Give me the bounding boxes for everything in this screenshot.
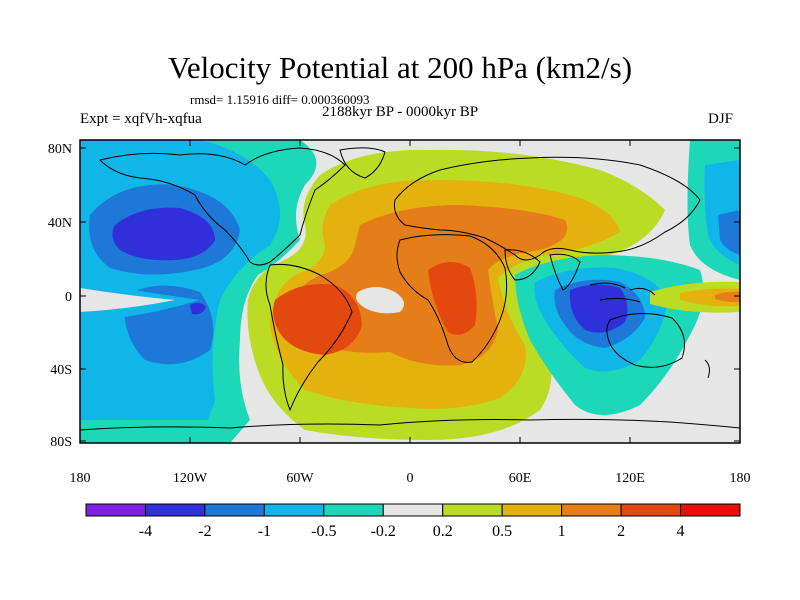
- lat-tick-label: 40N: [48, 216, 72, 231]
- south-america-coast: [265, 264, 353, 412]
- colorbar-label: -2: [198, 523, 211, 540]
- period-label: 2188kyr BP - 0000kyr BP: [322, 104, 479, 120]
- colorbar-swatch: [620, 503, 682, 517]
- colorbar-label: -1: [258, 523, 271, 540]
- colorbar-label: -0.2: [371, 523, 396, 540]
- central-pacific-blob: [190, 302, 206, 315]
- colorbar-swatch: [561, 503, 622, 517]
- west-pacific-positive-strong: [715, 291, 740, 303]
- maritime-continent-islands: [589, 282, 656, 303]
- lat-tick-label: 0: [65, 290, 72, 305]
- lat-tick-label: 80N: [48, 142, 72, 157]
- lon-tick-label: 180: [730, 471, 751, 486]
- lon-tick-label: 120E: [615, 471, 645, 486]
- arabia-coast: [504, 249, 541, 281]
- australia-coast: [606, 312, 685, 368]
- coastlines: [80, 147, 740, 431]
- colorbar-swatch: [263, 503, 325, 517]
- colorbar-label: 2: [617, 523, 625, 540]
- atlantic-neutral-pocket: [356, 287, 404, 314]
- season-label: DJF: [708, 111, 734, 127]
- colorbar-label: -0.5: [311, 523, 336, 540]
- equatorial-pacific-gap: [80, 288, 175, 312]
- lat-tick-label: 80S: [50, 435, 72, 450]
- contour-field: [80, 140, 740, 443]
- colorbar-swatch: [501, 503, 563, 517]
- lon-tick-label: 60W: [286, 471, 314, 486]
- africa-coast: [396, 234, 508, 363]
- north-pacific-negative-max: [112, 207, 215, 261]
- colorbar-swatch: [442, 503, 503, 517]
- colorbar-swatch: [382, 503, 444, 517]
- colorbar-label: -4: [139, 523, 152, 540]
- south-america-positive-max: [273, 284, 362, 355]
- colorbar-swatch: [85, 503, 146, 517]
- lon-tick-label: 180: [70, 471, 91, 486]
- maritime-continent-negative-max: [569, 284, 628, 333]
- africa-positive-max: [428, 261, 477, 335]
- plot-title: Velocity Potential at 200 hPa (km2/s): [167, 50, 633, 85]
- colorbar-swatch: [323, 503, 384, 517]
- colorbar-swatch: [144, 503, 206, 517]
- northeast-negative-strong: [718, 210, 740, 255]
- axis-ticks: 80N 40N 0 40S 80S 180 120W 60W 0 60E 120E 180: [48, 140, 751, 486]
- colorbar-label: 0.5: [492, 523, 512, 540]
- india-coast: [549, 253, 581, 291]
- antarctica-coast: [80, 418, 740, 431]
- rmsd-diff-stats: rmsd= 1.15916 diff= 0.000360093: [190, 92, 370, 107]
- greenland-coast: [339, 147, 386, 179]
- southwest-negative-edge: [80, 420, 230, 443]
- colorbar-label: 4: [677, 523, 685, 540]
- new-zealand-coast: [704, 359, 710, 379]
- colorbar-swatch: [680, 503, 741, 517]
- colorbar: -4 -2 -1 -0.5 -0.2 0.2 0.5 1 2 4: [85, 503, 741, 540]
- colorbar-label: 1: [558, 523, 566, 540]
- lon-tick-label: 60E: [509, 471, 532, 486]
- colorbar-swatch: [204, 503, 265, 517]
- north-america-coast: [99, 147, 346, 266]
- experiment-label: Expt = xqfVh-xqfua: [80, 111, 202, 127]
- colorbar-label: 0.2: [433, 523, 453, 540]
- lon-tick-label: 0: [407, 471, 414, 486]
- lon-tick-label: 120W: [173, 471, 208, 486]
- lat-tick-label: 40S: [50, 363, 72, 378]
- eurasia-coast: [394, 156, 701, 261]
